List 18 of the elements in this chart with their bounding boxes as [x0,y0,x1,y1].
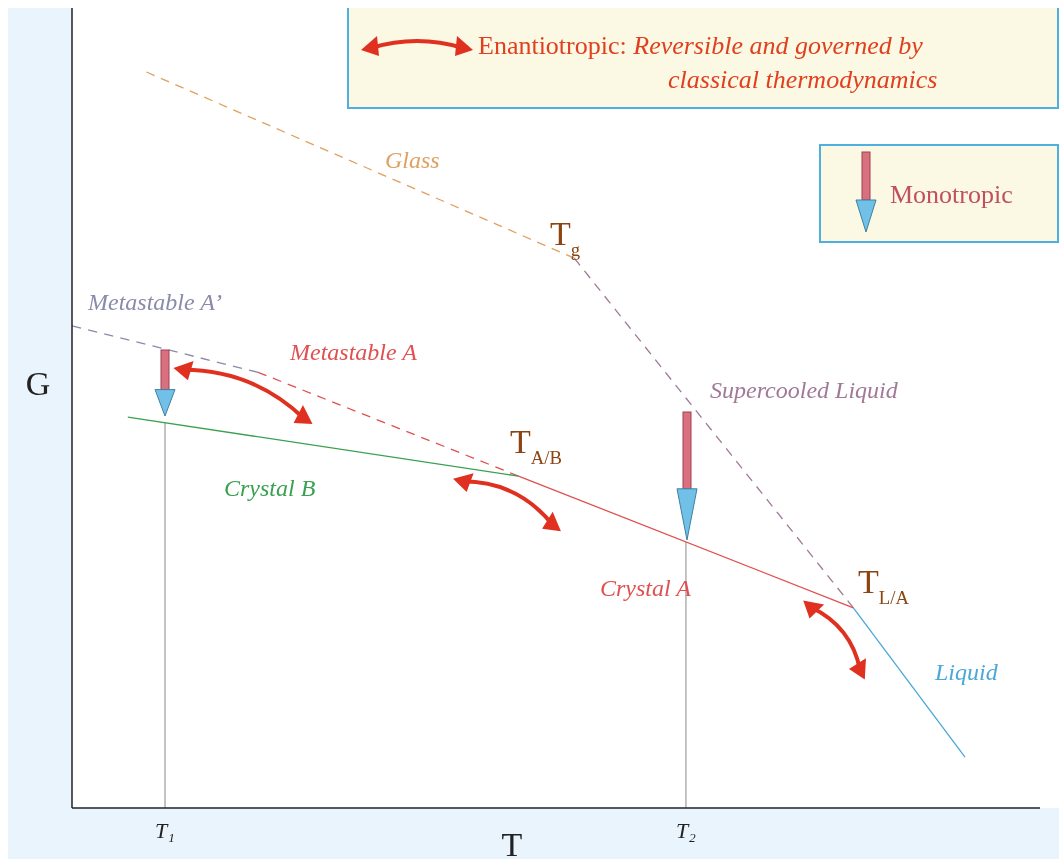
x-axis-title: T [501,826,523,859]
series-label: Liquid [934,659,999,685]
series-label: Supercooled Liquid [710,377,899,403]
series-label: Metastable A [289,339,418,365]
text: Enantiotropic: [478,31,627,60]
series-label: Crystal B [224,475,316,501]
annotation: Monotropic [890,180,1013,209]
series-label: Metastable A’ [87,289,222,315]
text: Reversible and governed by [632,31,924,60]
series-label: Crystal A [600,575,692,601]
x-tick-label: T₁ [155,818,175,843]
annotation: T$_{A/B}$ [510,423,562,468]
annotation: classical thermodynamics [668,65,938,94]
y-axis-title: G [25,365,51,402]
annotation: T$_{g}$ [550,215,581,260]
x-tick-label: T₂ [675,818,697,843]
annotation: T$_{L/A}$ [858,563,910,608]
series-label: Glass [385,147,440,173]
